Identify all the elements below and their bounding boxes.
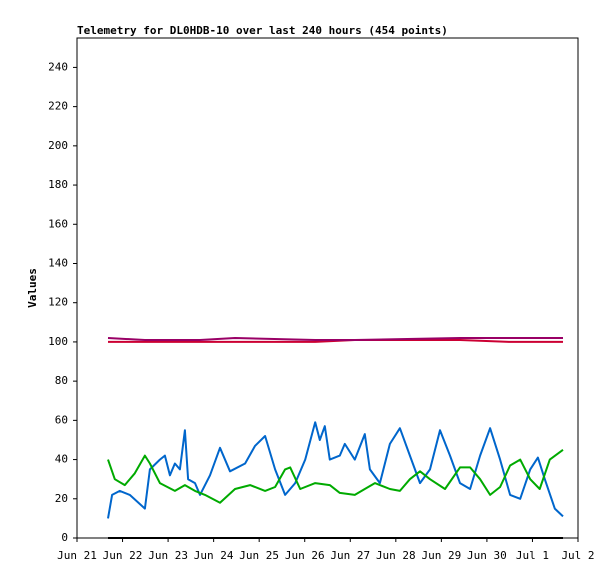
y-tick-label: 200 <box>48 139 68 152</box>
series-line <box>107 421 564 519</box>
series-line <box>107 337 563 341</box>
y-tick-label: 80 <box>55 374 68 387</box>
y-tick-label: 40 <box>55 453 68 466</box>
y-tick-label: 20 <box>55 492 68 505</box>
chart-title: Telemetry for DL0HDB-10 over last 240 ho… <box>77 24 448 37</box>
x-tick-label: Jul 1 <box>516 549 549 562</box>
x-tick-label: Jun 29 <box>421 549 461 562</box>
y-tick-label: 180 <box>48 178 68 191</box>
x-tick-label: Jun 21 <box>57 549 97 562</box>
y-tick-label: 0 <box>61 531 68 544</box>
series-line <box>107 448 564 504</box>
y-axis-label: Values <box>26 268 39 308</box>
x-tick-label: Jun 30 <box>467 549 507 562</box>
x-tick-label: Jun 25 <box>239 549 279 562</box>
y-tick-label: 220 <box>48 100 68 113</box>
x-tick-label: Jun 28 <box>376 549 416 562</box>
x-tick-label: Jul 2 <box>561 549 594 562</box>
y-tick-label: 240 <box>48 60 68 73</box>
x-tick-label: Jun 24 <box>194 549 234 562</box>
x-tick-label: Jun 27 <box>330 549 370 562</box>
series-line <box>108 339 563 343</box>
x-tick-label: Jun 23 <box>148 549 188 562</box>
y-tick-label: 100 <box>48 335 68 348</box>
y-tick-label: 140 <box>48 256 68 269</box>
y-tick-label: 60 <box>55 413 68 426</box>
x-tick-label: Jun 22 <box>103 549 143 562</box>
y-tick-label: 160 <box>48 217 68 230</box>
y-tick-label: 120 <box>48 296 68 309</box>
x-tick-label: Jun 26 <box>285 549 325 562</box>
plot-frame <box>76 37 579 539</box>
